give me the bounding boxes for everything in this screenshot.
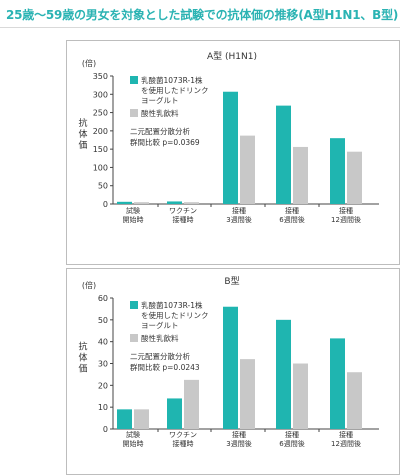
chart-b-y-tick-label: 0: [103, 425, 108, 434]
chart-a-bar-s2: [347, 151, 362, 204]
chart-a-annotation: 群間比較 p=0.0369: [130, 137, 200, 147]
chart-b-bar-s1: [330, 338, 345, 429]
chart-b-bar-s2: [240, 359, 255, 429]
chart-b-y-label: 抗体価: [78, 341, 87, 375]
chart-b-bar-s2: [184, 379, 199, 429]
chart-b-legend-swatch: [130, 301, 138, 309]
chart-panel-b: B型 (倍) 0 10 20 30 40 50 60 試験開始時 ワクチン接種時 接種 3週間後 接種 6週…: [66, 268, 400, 475]
chart-b-unit: (倍): [82, 280, 96, 290]
chart-b-bar-s2: [134, 409, 149, 429]
chart-a-y-tick-label: 150: [93, 145, 108, 154]
chart-b-y-tick-label: 40: [98, 338, 108, 347]
chart-b-category-label: 接種 12週間後: [331, 430, 361, 448]
title-divider: [0, 27, 400, 28]
chart-b-category-label: 接種 6週間後: [279, 430, 304, 448]
chart-a-y-tick-label: 50: [98, 182, 108, 191]
chart-a-category-label: 接種 6週間後: [279, 206, 304, 224]
chart-b-svg: B型 (倍) 0 10 20 30 40 50 60 試験開始時 ワクチン接種時 接種 3週間後 接種 6週…: [78, 276, 379, 448]
chart-b-title: B型: [224, 276, 239, 287]
chart-a-y-tick-label: 250: [93, 109, 108, 118]
chart-b-y-tick-label: 10: [98, 403, 108, 412]
chart-a-y-tick-label: 350: [93, 72, 108, 81]
chart-a-legend-swatch: [130, 76, 138, 84]
chart-a-bar-s2: [240, 135, 255, 204]
chart-a-bar-s1: [276, 105, 291, 204]
chart-a-bar-s1: [117, 201, 132, 204]
chart-a-category-label: ワクチン接種時: [169, 207, 197, 224]
chart-a-legend-label: 乳酸菌1073R-1株を使用したドリンクヨーグルト: [141, 75, 209, 105]
chart-b-bar-s1: [167, 398, 182, 429]
chart-b-y-tick-label: 20: [98, 381, 108, 390]
chart-b-category-label: 接種 3週間後: [226, 430, 251, 448]
chart-a-bar-s2: [184, 202, 199, 204]
chart-a-unit: (倍): [82, 58, 96, 68]
chart-a-bar-s1: [167, 201, 182, 204]
chart-b-bar-s2: [347, 372, 362, 429]
chart-a-title: A型 (H1N1): [207, 51, 257, 62]
chart-b-legend-swatch: [130, 334, 138, 342]
chart-a-bar-s2: [134, 202, 149, 204]
chart-a-y-tick-label: 300: [93, 90, 108, 99]
chart-b-y-tick-label: 30: [98, 360, 108, 369]
chart-b-bar-s1: [276, 319, 291, 429]
chart-a-bar-s1: [223, 91, 238, 204]
chart-a-category-label: 接種 12週間後: [331, 206, 361, 224]
chart-a-y-tick-label: 0: [103, 200, 108, 209]
chart-a-bar-s2: [293, 146, 308, 204]
chart-a-y-label: 抗体価: [78, 117, 87, 151]
page-title: 25歳〜59歳の男女を対象とした試験での抗体価の推移(A型H1N1、B型): [6, 8, 399, 22]
chart-a-y-tick-label: 200: [93, 127, 108, 136]
chart-b-legend-label: 乳酸菌1073R-1株を使用したドリンクヨーグルト: [141, 300, 209, 330]
chart-b-bar-s1: [223, 306, 238, 429]
chart-b-y-tick-label: 60: [98, 294, 108, 303]
chart-a-legend-swatch: [130, 109, 138, 117]
chart-b-y-tick-label: 50: [98, 316, 108, 325]
chart-panel-a: A型 (H1N1) (倍) 0 50 100 150 200 250 300 350 試験開始時 ワク…: [66, 40, 400, 265]
chart-a-y-tick-label: 100: [93, 163, 108, 172]
chart-a-svg: A型 (H1N1) (倍) 0 50 100 150 200 250 300 350 試験開始時 ワク…: [78, 51, 379, 224]
chart-a-annotation: 二元配置分散分析: [130, 126, 190, 136]
chart-a-legend-label: 酸性乳飲料: [141, 108, 179, 118]
chart-b-annotation: 群間比較 p=0.0243: [130, 362, 200, 372]
chart-b-annotation: 二元配置分散分析: [130, 351, 190, 361]
chart-b-category-label: ワクチン接種時: [169, 431, 197, 448]
chart-b-bar-s1: [117, 409, 132, 429]
chart-a-category-label: 接種 3週間後: [226, 206, 251, 224]
chart-b-bar-s2: [293, 363, 308, 429]
chart-b-legend-label: 酸性乳飲料: [141, 333, 179, 343]
chart-b-category-label: 試験開始時: [123, 430, 144, 448]
chart-a-category-label: 試験開始時: [123, 206, 144, 224]
chart-a-bar-s1: [330, 138, 345, 204]
